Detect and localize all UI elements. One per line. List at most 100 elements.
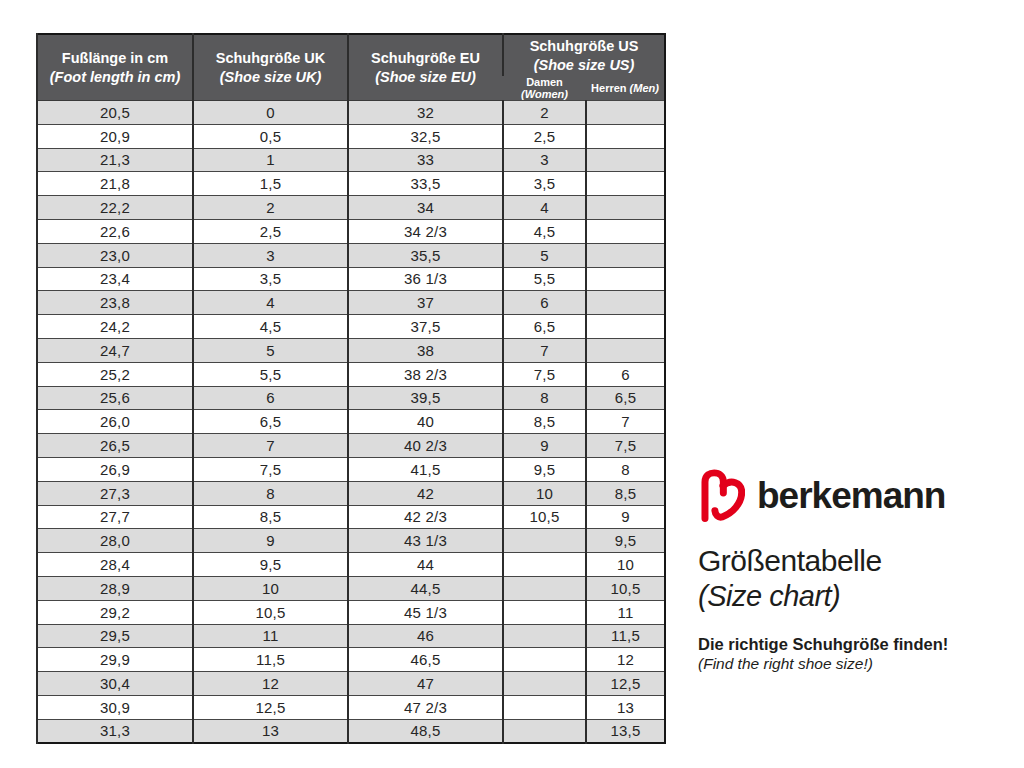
cell-foot-length-cm: 29,2 bbox=[37, 600, 193, 624]
cell-us-herren bbox=[586, 101, 665, 125]
cell-us-damen: 9 bbox=[503, 434, 586, 458]
cell-shoe-size-eu: 44 bbox=[348, 553, 503, 577]
table-row: 20,50322 bbox=[37, 101, 665, 125]
table-row: 20,90,532,52,5 bbox=[37, 124, 665, 148]
table-row: 29,5114611,5 bbox=[37, 624, 665, 648]
header-foot-length: Fußlänge in cm (Foot length in cm) bbox=[37, 34, 193, 101]
table-row: 23,43,536 1/35,5 bbox=[37, 267, 665, 291]
cell-shoe-size-uk: 10 bbox=[193, 576, 348, 600]
cell-foot-length-cm: 29,9 bbox=[37, 648, 193, 672]
cell-shoe-size-uk: 11 bbox=[193, 624, 348, 648]
brand-name: berkemann bbox=[757, 470, 945, 522]
table-row: 31,31348,513,5 bbox=[37, 719, 665, 743]
cell-foot-length-cm: 23,8 bbox=[37, 291, 193, 315]
cell-shoe-size-eu: 34 bbox=[348, 196, 503, 220]
cell-us-damen: 2 bbox=[503, 101, 586, 125]
table-row: 28,49,54410 bbox=[37, 553, 665, 577]
cell-us-herren: 7,5 bbox=[586, 434, 665, 458]
cell-shoe-size-uk: 4 bbox=[193, 291, 348, 315]
cell-shoe-size-uk: 8,5 bbox=[193, 505, 348, 529]
cell-us-damen bbox=[503, 576, 586, 600]
cell-us-damen bbox=[503, 648, 586, 672]
cell-shoe-size-eu: 44,5 bbox=[348, 576, 503, 600]
cell-shoe-size-eu: 41,5 bbox=[348, 457, 503, 481]
cell-shoe-size-uk: 3 bbox=[193, 243, 348, 267]
cell-us-damen bbox=[503, 695, 586, 719]
cell-shoe-size-uk: 6,5 bbox=[193, 410, 348, 434]
table-row: 25,25,538 2/37,56 bbox=[37, 362, 665, 386]
cell-foot-length-cm: 20,5 bbox=[37, 101, 193, 125]
cell-foot-length-cm: 25,2 bbox=[37, 362, 193, 386]
cell-us-herren: 12 bbox=[586, 648, 665, 672]
table-row: 26,06,5408,57 bbox=[37, 410, 665, 434]
cell-us-damen: 9,5 bbox=[503, 457, 586, 481]
cell-shoe-size-eu: 42 2/3 bbox=[348, 505, 503, 529]
cell-shoe-size-eu: 48,5 bbox=[348, 719, 503, 743]
cell-us-damen: 4 bbox=[503, 196, 586, 220]
cell-shoe-size-uk: 12 bbox=[193, 672, 348, 696]
cell-us-damen bbox=[503, 553, 586, 577]
cell-us-damen: 2,5 bbox=[503, 124, 586, 148]
cell-us-damen: 8,5 bbox=[503, 410, 586, 434]
size-table-body: 20,5032220,90,532,52,521,3133321,81,533,… bbox=[37, 101, 665, 744]
cell-shoe-size-uk: 10,5 bbox=[193, 600, 348, 624]
cell-us-herren bbox=[586, 148, 665, 172]
cell-shoe-size-uk: 0,5 bbox=[193, 124, 348, 148]
cell-us-herren: 11 bbox=[586, 600, 665, 624]
header-shoe-size-us: Schuhgröße US (Shoe size US) bbox=[503, 34, 665, 76]
cell-us-herren: 10 bbox=[586, 553, 665, 577]
cell-shoe-size-uk: 1 bbox=[193, 148, 348, 172]
cell-foot-length-cm: 21,3 bbox=[37, 148, 193, 172]
cell-us-damen: 7,5 bbox=[503, 362, 586, 386]
size-table-header: Fußlänge in cm (Foot length in cm) Schuh… bbox=[37, 34, 665, 101]
cell-us-damen: 3,5 bbox=[503, 172, 586, 196]
cell-shoe-size-eu: 42 bbox=[348, 481, 503, 505]
cell-shoe-size-eu: 33,5 bbox=[348, 172, 503, 196]
table-row: 26,5740 2/397,5 bbox=[37, 434, 665, 458]
cell-us-herren: 13 bbox=[586, 695, 665, 719]
cell-shoe-size-eu: 39,5 bbox=[348, 386, 503, 410]
cell-shoe-size-eu: 47 bbox=[348, 672, 503, 696]
cell-us-damen: 8 bbox=[503, 386, 586, 410]
cell-foot-length-cm: 28,0 bbox=[37, 529, 193, 553]
tagline-english: (Find the right shoe size!) bbox=[698, 654, 1024, 673]
cell-foot-length-cm: 29,5 bbox=[37, 624, 193, 648]
cell-foot-length-cm: 23,0 bbox=[37, 243, 193, 267]
cell-us-herren bbox=[586, 267, 665, 291]
size-chart-page: Fußlänge in cm (Foot length in cm) Schuh… bbox=[0, 0, 1024, 768]
cell-foot-length-cm: 26,0 bbox=[37, 410, 193, 434]
table-row: 24,24,537,56,5 bbox=[37, 315, 665, 339]
cell-shoe-size-eu: 40 2/3 bbox=[348, 434, 503, 458]
header-shoe-size-eu-title: Schuhgröße EU bbox=[349, 49, 502, 67]
cell-shoe-size-eu: 35,5 bbox=[348, 243, 503, 267]
subheader-damen: Damen (Women) bbox=[503, 76, 586, 101]
cell-us-damen: 7 bbox=[503, 338, 586, 362]
cell-us-herren: 9,5 bbox=[586, 529, 665, 553]
subheader-damen-label: Damen bbox=[526, 76, 563, 88]
cell-us-damen: 4,5 bbox=[503, 219, 586, 243]
cell-shoe-size-eu: 36 1/3 bbox=[348, 267, 503, 291]
size-table: Fußlänge in cm (Foot length in cm) Schuh… bbox=[36, 33, 666, 744]
cell-shoe-size-eu: 45 1/3 bbox=[348, 600, 503, 624]
cell-foot-length-cm: 26,5 bbox=[37, 434, 193, 458]
cell-shoe-size-uk: 5 bbox=[193, 338, 348, 362]
cell-foot-length-cm: 27,7 bbox=[37, 505, 193, 529]
cell-foot-length-cm: 24,2 bbox=[37, 315, 193, 339]
header-shoe-size-uk-subtitle: (Shoe size UK) bbox=[194, 68, 347, 86]
table-row: 23,0335,55 bbox=[37, 243, 665, 267]
table-row: 27,3842108,5 bbox=[37, 481, 665, 505]
brand-lockup: berkemann bbox=[698, 469, 1024, 523]
chart-title-english: (Size chart) bbox=[698, 578, 1024, 614]
cell-us-herren bbox=[586, 124, 665, 148]
cell-us-herren: 13,5 bbox=[586, 719, 665, 743]
chart-title: Größentabelle bbox=[698, 544, 1024, 578]
header-shoe-size-uk: Schuhgröße UK (Shoe size UK) bbox=[193, 34, 348, 101]
header-foot-length-title: Fußlänge in cm bbox=[38, 49, 192, 67]
cell-us-herren: 10,5 bbox=[586, 576, 665, 600]
cell-shoe-size-uk: 2 bbox=[193, 196, 348, 220]
cell-shoe-size-uk: 5,5 bbox=[193, 362, 348, 386]
cell-shoe-size-uk: 1,5 bbox=[193, 172, 348, 196]
cell-us-herren bbox=[586, 291, 665, 315]
cell-us-herren bbox=[586, 243, 665, 267]
header-shoe-size-us-title: Schuhgröße US bbox=[504, 37, 664, 55]
